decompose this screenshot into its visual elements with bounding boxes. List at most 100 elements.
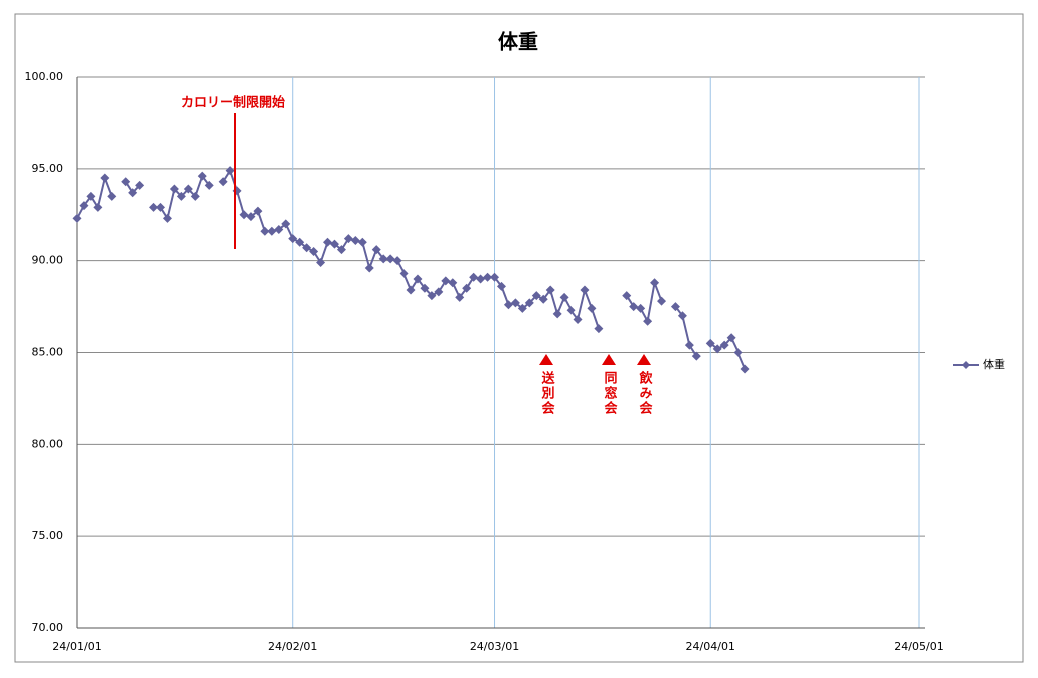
- data-point: [705, 338, 715, 348]
- annotation-marker: [539, 354, 553, 365]
- data-point: [559, 292, 569, 302]
- y-tick-label: 85.00: [32, 346, 64, 359]
- data-point: [573, 314, 583, 324]
- data-point: [288, 234, 298, 244]
- data-point: [650, 278, 660, 288]
- data-point: [545, 285, 555, 295]
- data-point: [517, 303, 527, 313]
- data-point: [566, 305, 576, 315]
- data-point: [176, 191, 186, 201]
- data-point: [510, 298, 520, 308]
- data-point: [622, 291, 632, 301]
- data-point: [267, 226, 277, 236]
- chart-frame: [14, 13, 1024, 663]
- data-point: [420, 283, 430, 293]
- data-point: [378, 254, 388, 264]
- data-point: [636, 303, 646, 313]
- data-point: [246, 212, 256, 222]
- data-point: [469, 272, 479, 282]
- data-point: [260, 226, 270, 236]
- data-point: [274, 224, 284, 234]
- x-tick-label: 24/05/01: [894, 640, 943, 653]
- annotation: カロリー制限開始: [181, 95, 285, 111]
- data-point: [239, 210, 249, 220]
- data-point: [719, 340, 729, 350]
- data-point: [128, 188, 138, 198]
- data-point: [253, 206, 263, 216]
- y-tick-label: 95.00: [32, 162, 64, 175]
- data-point: [281, 219, 291, 229]
- data-point: [677, 311, 687, 321]
- data-point: [538, 294, 548, 304]
- data-point: [162, 213, 172, 223]
- data-point: [197, 171, 207, 181]
- data-point: [399, 269, 409, 279]
- data-point: [733, 348, 743, 357]
- data-point: [476, 274, 486, 284]
- data-point: [580, 285, 590, 295]
- y-tick-label: 100.00: [25, 70, 64, 83]
- data-point: [72, 213, 82, 223]
- data-point: [657, 296, 667, 306]
- data-point: [434, 287, 444, 297]
- data-point: [483, 272, 493, 282]
- legend-marker: [962, 361, 970, 369]
- x-tick-label: 24/01/01: [52, 640, 101, 653]
- x-tick-label: 24/02/01: [268, 640, 317, 653]
- data-point: [169, 184, 179, 194]
- data-point: [490, 272, 500, 282]
- data-point: [316, 258, 326, 268]
- annotation: 送別会: [539, 370, 556, 416]
- data-point: [587, 303, 597, 313]
- data-point: [323, 237, 333, 247]
- data-point: [371, 245, 381, 255]
- data-point: [496, 281, 506, 291]
- data-point: [524, 298, 534, 308]
- x-tick-label: 24/04/01: [686, 640, 735, 653]
- data-point: [406, 285, 416, 295]
- data-point: [302, 243, 312, 253]
- data-point: [670, 302, 680, 312]
- data-point: [740, 364, 750, 374]
- data-point: [225, 166, 235, 176]
- x-tick-label: 24/03/01: [470, 640, 519, 653]
- y-tick-label: 75.00: [32, 529, 64, 542]
- data-point: [86, 191, 96, 201]
- data-point: [336, 245, 346, 255]
- data-point: [503, 300, 513, 310]
- data-point: [462, 283, 472, 293]
- data-point: [295, 237, 305, 247]
- annotation-marker: [637, 354, 651, 365]
- annotation-marker: [602, 354, 616, 365]
- data-point: [218, 177, 228, 187]
- data-point: [643, 316, 653, 326]
- data-point: [712, 344, 722, 354]
- annotation: 飲み会: [637, 370, 654, 416]
- annotation: 同窓会: [602, 371, 618, 416]
- data-point: [455, 292, 465, 302]
- data-point: [204, 180, 214, 190]
- data-point: [357, 237, 367, 247]
- data-point: [309, 246, 319, 256]
- chart-title: 体重: [498, 30, 538, 54]
- y-tick-label: 80.00: [32, 437, 64, 450]
- data-point: [156, 202, 166, 212]
- data-point: [594, 324, 604, 334]
- data-point: [343, 234, 353, 244]
- data-point: [79, 201, 89, 211]
- data-point: [441, 276, 451, 286]
- data-point: [531, 291, 541, 301]
- data-point: [329, 239, 339, 249]
- data-point: [691, 351, 701, 361]
- data-point: [448, 278, 458, 288]
- data-point: [427, 291, 437, 301]
- legend-label: 体重: [983, 357, 1005, 371]
- data-point: [392, 256, 402, 266]
- data-point: [552, 309, 562, 319]
- data-point: [364, 263, 374, 273]
- data-point: [121, 177, 131, 187]
- data-point: [726, 333, 736, 343]
- data-point: [93, 202, 103, 212]
- data-point: [190, 191, 200, 201]
